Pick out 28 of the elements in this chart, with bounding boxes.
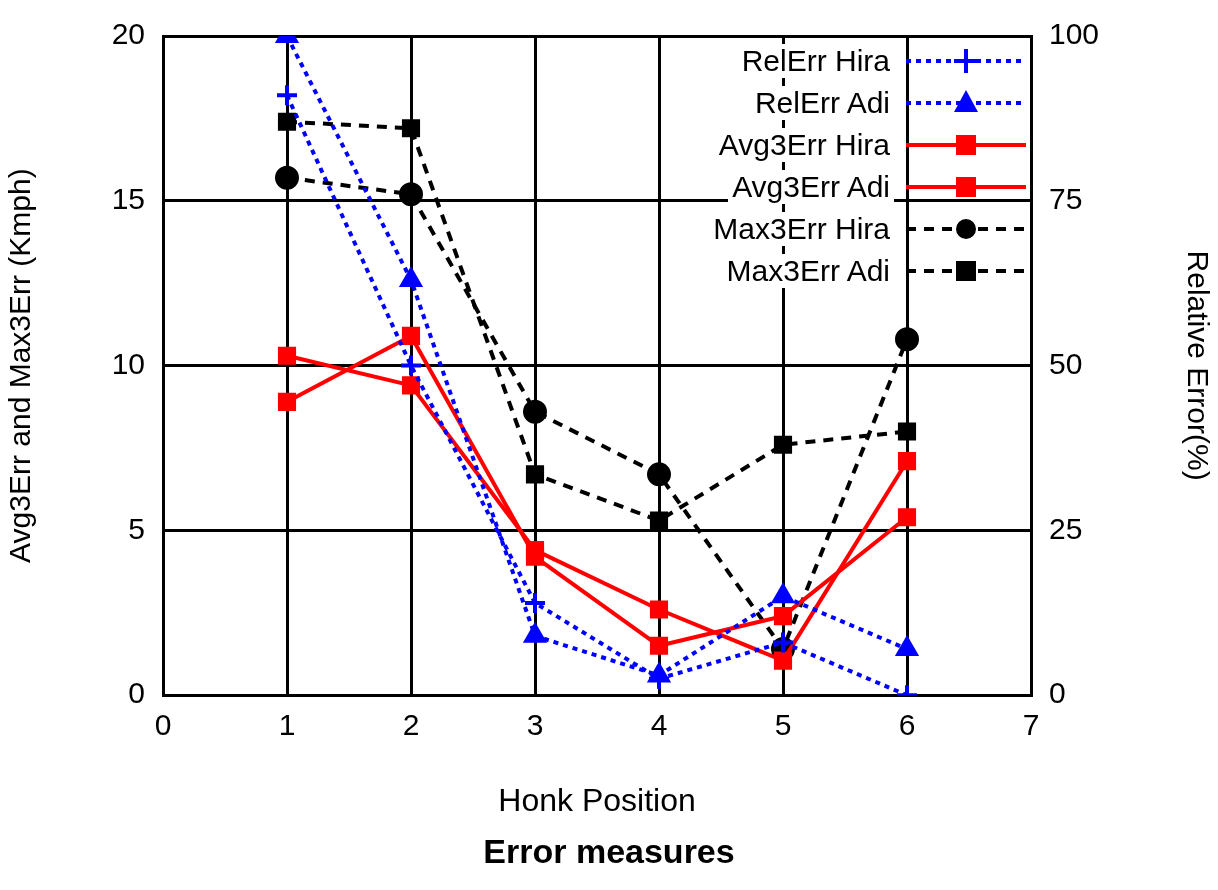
- y-axis-title: Avg3Err and Max3Err (Kmph): [3, 168, 37, 563]
- x-tick-label: 2: [402, 708, 420, 742]
- text: Error measures: [483, 831, 735, 870]
- x-tick-label: 3: [526, 708, 544, 742]
- y-tick-label: 10: [111, 346, 145, 380]
- x-tick-label: 4: [650, 708, 668, 742]
- legend-label: Avg3Err Hira: [714, 128, 894, 162]
- legend-label: Max3Err Hira: [709, 212, 894, 246]
- x-tick-label: 7: [1022, 708, 1040, 742]
- legend-label: RelErr Hira: [737, 44, 894, 78]
- y2-axis-title: Relative Error(%): [1181, 250, 1215, 481]
- y2-tick-label: 100: [1049, 17, 1100, 51]
- y-tick-label: 5: [128, 511, 145, 545]
- x-tick-label: 6: [898, 708, 916, 742]
- y2-tick-label: 0: [1049, 676, 1066, 710]
- y-tick-label: 15: [111, 182, 145, 216]
- x-axis-title: Honk Position: [498, 781, 696, 818]
- legend-label: Max3Err Adi: [722, 254, 894, 288]
- x-tick-label: 5: [774, 708, 792, 742]
- y2-tick-label: 50: [1049, 346, 1083, 380]
- x-tick-label: 1: [278, 708, 296, 742]
- legend-label: Avg3Err Adi: [728, 170, 894, 204]
- x-tick-label: 0: [154, 708, 172, 742]
- y-tick-label: 0: [128, 676, 145, 710]
- y-tick-label: 20: [111, 17, 145, 51]
- legend-label: RelErr Adi: [750, 86, 894, 120]
- y2-tick-label: 25: [1049, 511, 1083, 545]
- y2-tick-label: 75: [1049, 182, 1083, 216]
